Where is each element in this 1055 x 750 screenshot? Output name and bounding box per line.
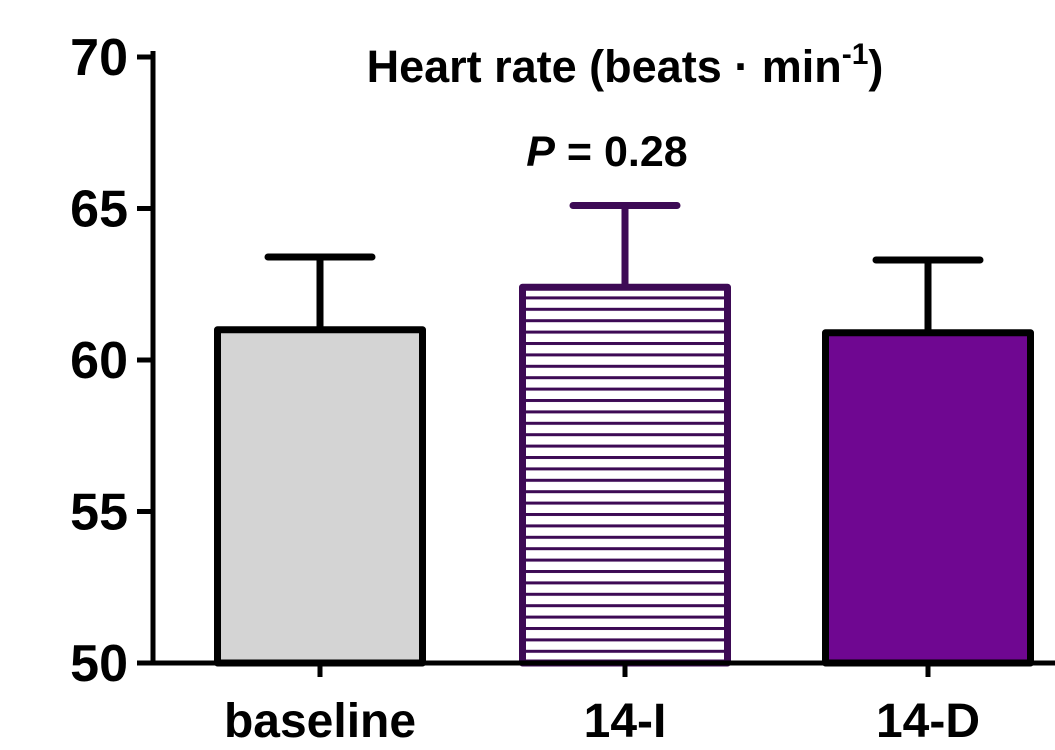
bar-14-I bbox=[519, 283, 731, 667]
y-tick-label-70: 70 bbox=[70, 29, 128, 87]
y-ticks-group: 50 55 60 65 70 bbox=[70, 29, 153, 693]
p-value-italic: P bbox=[526, 128, 555, 176]
error-bars-group bbox=[264, 201, 984, 333]
p-value-annotation: P = 0.28 bbox=[526, 128, 687, 176]
chart-title-main: Heart rate (beats · min bbox=[367, 41, 842, 92]
bar-baseline bbox=[214, 326, 426, 667]
x-ticks-group: baseline 14-I 14-D bbox=[224, 663, 980, 748]
y-tick-label-55: 55 bbox=[70, 484, 128, 542]
chart-title-superscript: -1 bbox=[842, 38, 869, 71]
bars-group bbox=[214, 283, 1034, 667]
p-value-text: = 0.28 bbox=[555, 128, 688, 176]
x-tick-label-14-I: 14-I bbox=[584, 695, 667, 748]
y-tick-label-50: 50 bbox=[70, 635, 128, 693]
bar-14-D bbox=[822, 329, 1034, 667]
y-tick-label-65: 65 bbox=[70, 181, 128, 239]
chart-title-close: ) bbox=[868, 41, 883, 92]
y-tick-label-60: 60 bbox=[70, 332, 128, 390]
x-tick-label-baseline: baseline bbox=[224, 695, 416, 748]
chart-title: Heart rate (beats · min-1) bbox=[367, 38, 884, 92]
x-tick-label-14-D: 14-D bbox=[876, 695, 980, 748]
